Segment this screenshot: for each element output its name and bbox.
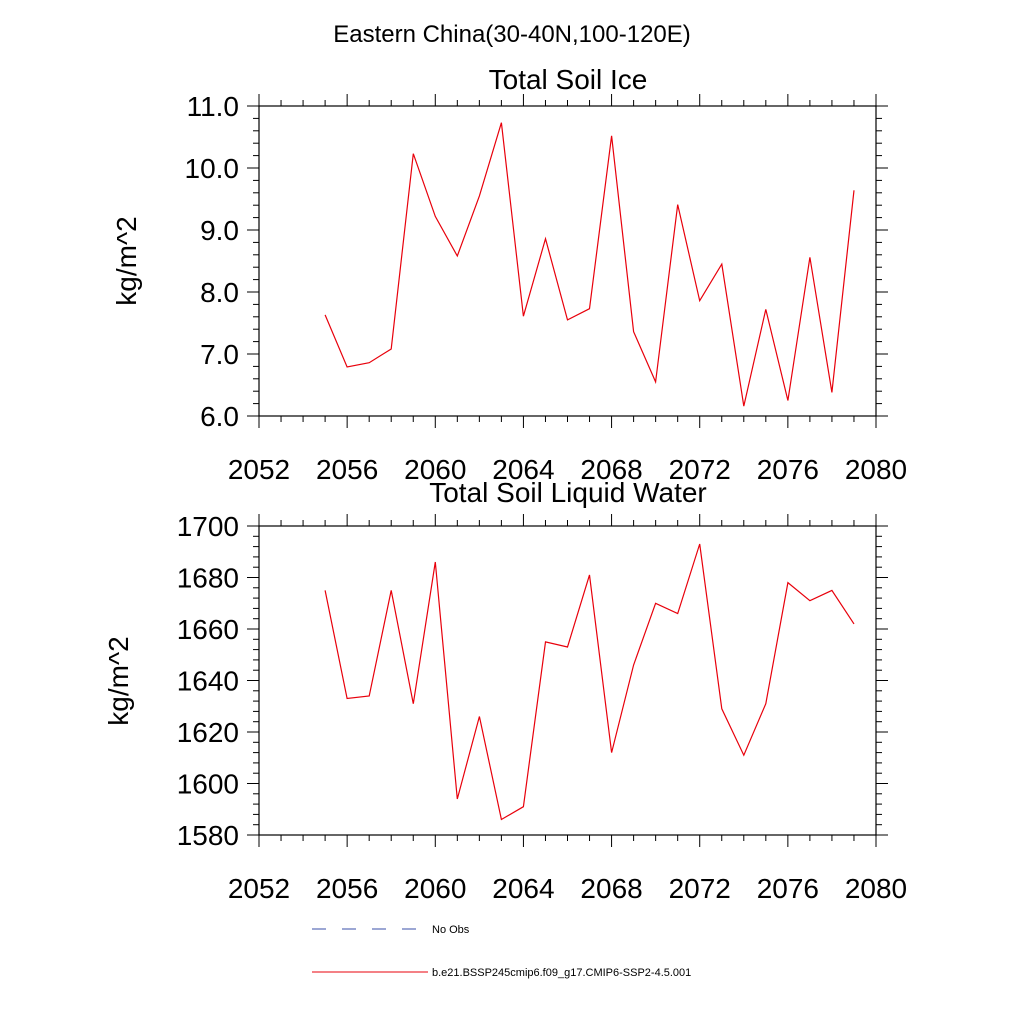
y-tick-label: 8.0 [200, 277, 239, 308]
panel-title: Total Soil Ice [489, 64, 648, 95]
panel-soil-ice: Total Soil Ice kg/m^2 2052 2056 2060 2064 20… [111, 64, 907, 485]
x-tick-label: 2068 [580, 454, 642, 485]
x-tick-label: 2076 [757, 873, 819, 904]
axis-ticks [247, 94, 888, 428]
series-lines [324, 543, 855, 821]
plot-frame [258, 105, 877, 417]
y-tick-label: 11.0 [187, 91, 239, 122]
y-tick-label: 1680 [177, 563, 239, 594]
x-tick-label: 2064 [492, 873, 554, 904]
y-tick-label: 1580 [177, 820, 239, 851]
y-tick-label: 1660 [177, 614, 239, 645]
series-lines [324, 122, 855, 407]
x-tick-label: 2060 [404, 454, 466, 485]
tick-labels: 2052 2056 2060 2064 2068 2072 2076 2080 6.0 7.0 8.… [185, 91, 908, 485]
x-tick-label: 2080 [845, 873, 907, 904]
series-line [324, 543, 855, 821]
legend-item-obs: No Obs [312, 924, 470, 936]
x-tick-label: 2072 [669, 454, 731, 485]
panel-title: Total Soil Liquid Water [429, 477, 707, 508]
x-tick-label: 2052 [228, 873, 290, 904]
y-tick-label: 7.0 [200, 339, 239, 370]
tick-labels: 2052 2056 2060 2064 2068 2072 2076 2080 1580 1600… [177, 511, 907, 904]
legend: No Obs b.e21.BSSP245cmip6.f09_g17.CMIP6-… [312, 924, 691, 979]
x-tick-label: 2060 [404, 873, 466, 904]
axis-ticks [247, 514, 888, 847]
plot-frame [258, 525, 877, 836]
y-tick-label: 9.0 [200, 215, 239, 246]
x-tick-label: 2052 [228, 454, 290, 485]
y-tick-label: 1700 [177, 511, 239, 542]
x-tick-label: 2080 [845, 454, 907, 485]
figure-title: Eastern China(30-40N,100-120E) [333, 21, 691, 48]
y-tick-label: 1620 [177, 717, 239, 748]
y-tick-label: 1600 [177, 769, 239, 800]
legend-item-model: b.e21.BSSP245cmip6.f09_g17.CMIP6-SSP2-4.… [312, 967, 691, 979]
x-tick-label: 2076 [757, 454, 819, 485]
x-tick-label: 2072 [669, 873, 731, 904]
y-axis-label: kg/m^2 [103, 636, 134, 725]
series-line [324, 122, 855, 407]
legend-label: No Obs [432, 924, 470, 936]
x-tick-label: 2056 [316, 454, 378, 485]
legend-label: b.e21.BSSP245cmip6.f09_g17.CMIP6-SSP2-4.… [432, 967, 691, 979]
x-tick-label: 2064 [492, 454, 554, 485]
y-tick-label: 1640 [177, 666, 239, 697]
y-tick-label: 6.0 [200, 401, 239, 432]
x-tick-label: 2068 [580, 873, 642, 904]
panel-soil-liquid-water: Total Soil Liquid Water kg/m^2 2052 2056 2… [103, 477, 907, 904]
x-tick-label: 2056 [316, 873, 378, 904]
y-axis-label: kg/m^2 [111, 216, 142, 305]
y-tick-label: 10.0 [185, 153, 240, 184]
